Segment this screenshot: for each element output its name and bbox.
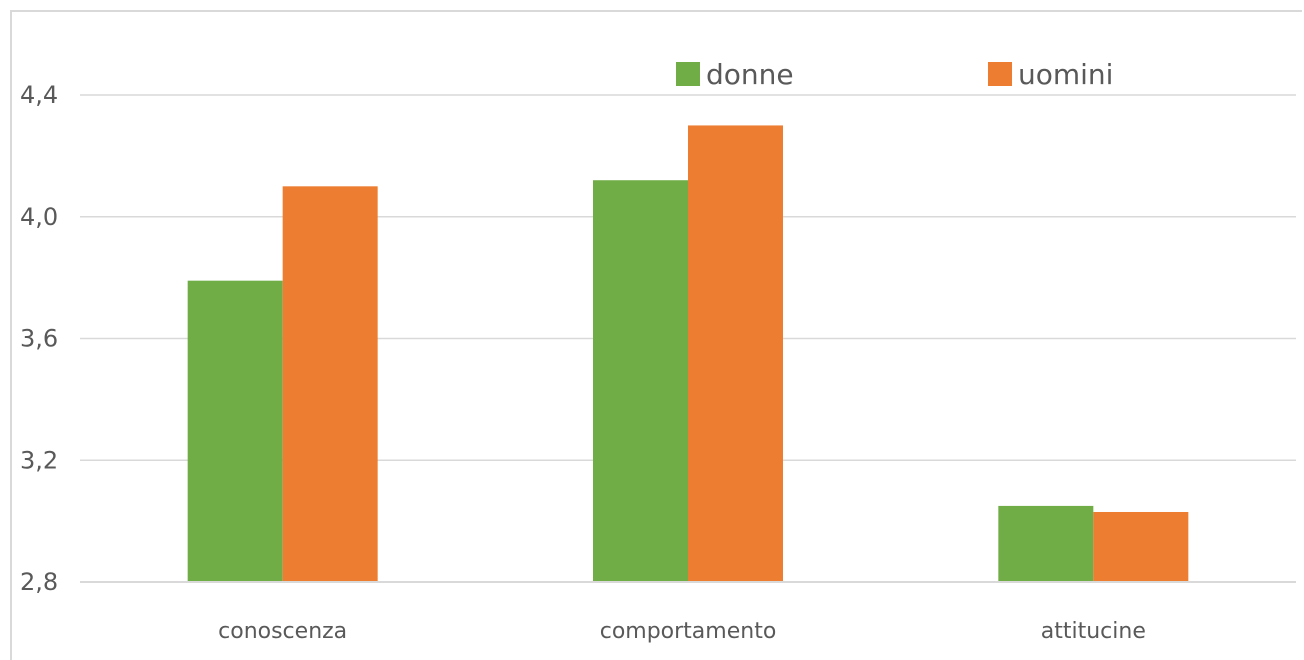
x-axis-categories: conoscenza comportamento attitucine <box>218 619 1146 644</box>
bar-uomini-comportamento <box>688 125 783 582</box>
x-category-label: comportamento <box>600 619 777 644</box>
legend-label-donne: donne <box>706 58 794 91</box>
y-tick-label: 2,8 <box>20 568 58 596</box>
legend-swatch-donne <box>676 62 700 86</box>
bar-donne-attitucine <box>998 505 1094 582</box>
legend: donne uomini <box>676 58 1113 91</box>
x-category-label: conoscenza <box>218 619 347 644</box>
chart-frame <box>10 10 1302 660</box>
y-axis-ticks: 2,8 3,2 3,6 4,0 4,4 <box>20 81 58 596</box>
legend-label-uomini: uomini <box>1018 58 1113 91</box>
bar-donne-comportamento <box>593 180 688 582</box>
bars <box>187 125 1189 582</box>
y-tick-label: 3,2 <box>20 446 58 474</box>
legend-swatch-uomini <box>988 62 1012 86</box>
bar-uomini-conoscenza <box>282 186 378 582</box>
x-category-label: attitucine <box>1041 619 1146 644</box>
bar-donne-conoscenza <box>187 280 283 582</box>
y-tick-label: 4,0 <box>20 203 58 231</box>
y-tick-label: 3,6 <box>20 325 58 353</box>
y-tick-label: 4,4 <box>20 81 58 109</box>
bar-uomini-attitucine <box>1093 511 1189 582</box>
